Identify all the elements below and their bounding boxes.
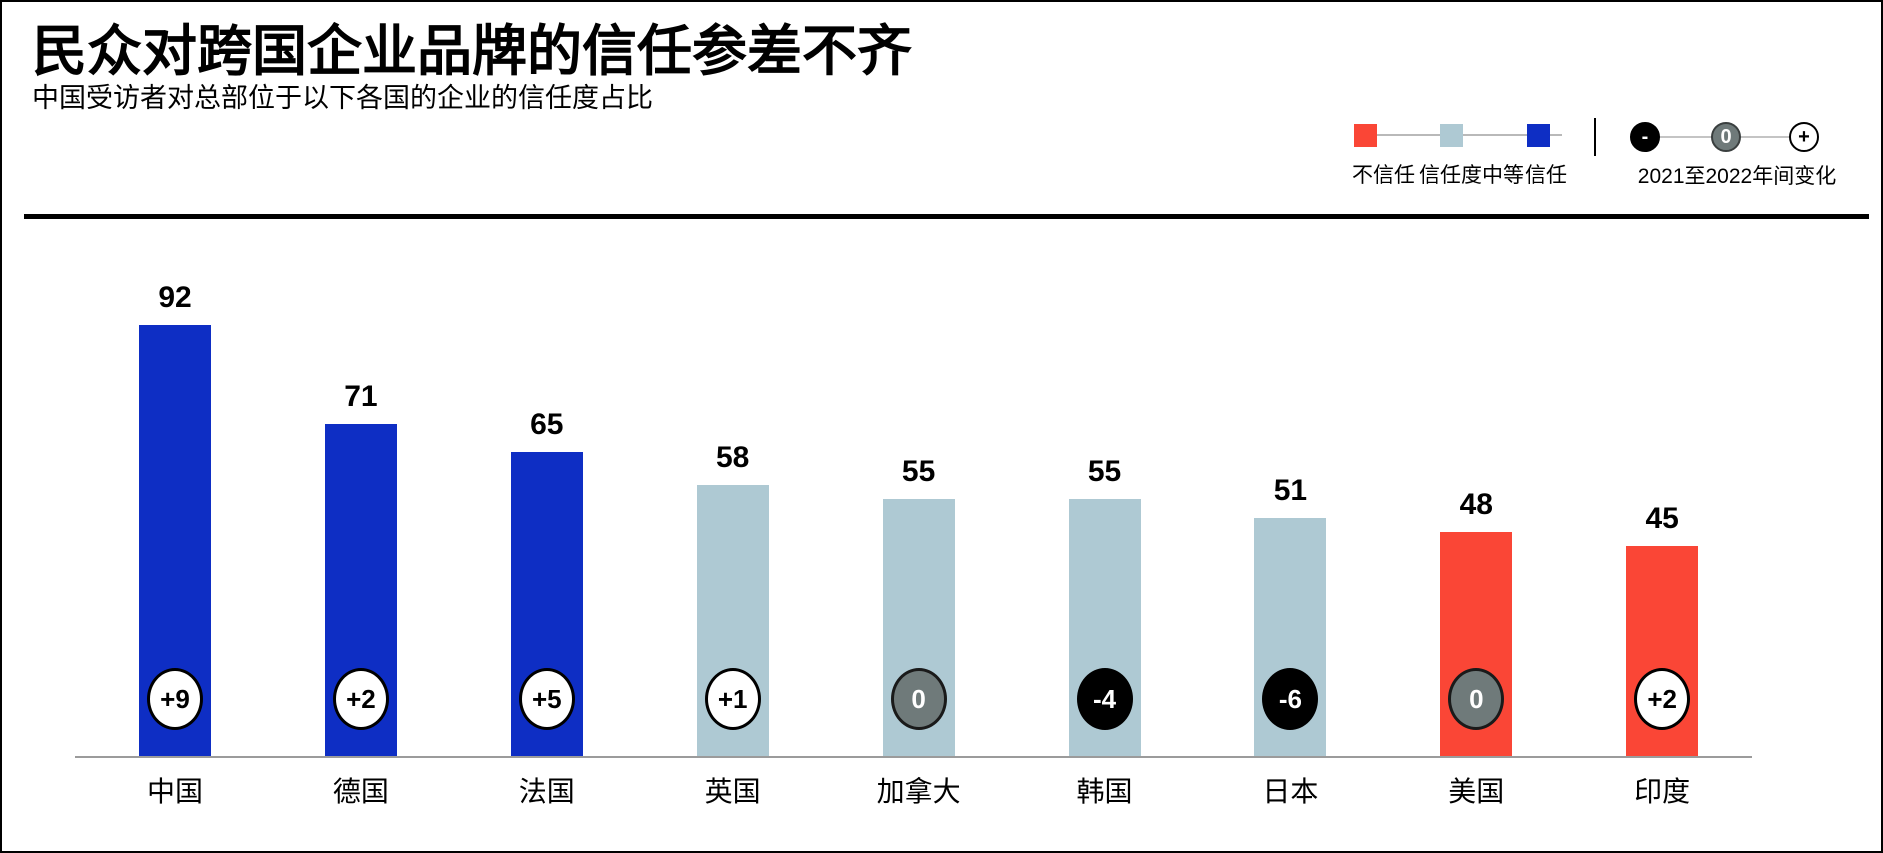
bar-value-label: 71: [344, 380, 378, 413]
bar-change-badge: +2: [332, 668, 389, 730]
legend-neutral-label: 信任度中等: [1419, 164, 1524, 187]
bar-change-badge: 0: [890, 668, 947, 730]
x-axis-category-label: 韩国: [1076, 776, 1133, 807]
bar-value-label: 65: [530, 408, 564, 441]
legend-distrust-label: 不信任: [1352, 164, 1415, 187]
x-axis-category-label: 美国: [1448, 776, 1505, 807]
bar-change-badge: +2: [1634, 668, 1691, 730]
bar-change-badge: -6: [1262, 668, 1319, 730]
bar-chart: 92 +9 71 +2 65 +5 58 +1 55 0 55 -4 51 -6 48 0 45 +2: [75, 2, 1752, 757]
x-axis-category-label: 中国: [146, 776, 203, 807]
bar-change-badge: +9: [147, 668, 203, 730]
bar-column: 65 +5: [454, 2, 640, 757]
legend-connector-line: [1365, 134, 1562, 136]
x-axis-category-label: 日本: [1262, 776, 1319, 807]
x-axis-labels: 中国 德国 法国 英国 加拿大 韩国 日本 美国 印度: [75, 770, 1752, 820]
bar-value-label: 45: [1645, 502, 1679, 535]
bar-value-label: 51: [1273, 474, 1308, 507]
legend-divider: [1594, 118, 1596, 156]
x-axis-category-label: 德国: [332, 776, 389, 807]
bar-value-label: 55: [901, 455, 936, 488]
x-axis-category-label: 法国: [518, 776, 575, 807]
bar-column: 45 +2: [1569, 2, 1755, 757]
bar-change-badge: -4: [1076, 668, 1133, 730]
legend-distrust-swatch-icon: [1354, 124, 1377, 147]
plus-circle-icon: +: [1789, 122, 1819, 152]
x-axis-category-label: 英国: [704, 776, 761, 807]
bar-value-label: 92: [158, 281, 192, 314]
x-axis-category-label: 印度: [1634, 776, 1691, 807]
zero-circle-icon: 0: [1711, 122, 1741, 152]
bar-column: 58 +1: [640, 2, 826, 757]
bar-value-label: 48: [1459, 488, 1493, 521]
bar-change-badge: +1: [704, 668, 761, 730]
header-divider-rule: [24, 214, 1869, 219]
bar-change-badge: +5: [518, 668, 575, 730]
trust-legend: 不信任 信任度中等 信任: [1342, 102, 1602, 192]
bar-value-label: 58: [716, 441, 750, 474]
bar-column: 71 +2: [268, 2, 454, 757]
legend-trust-label: 信任: [1525, 164, 1567, 187]
bar-column: 48 0: [1383, 2, 1569, 757]
bar-change-badge: 0: [1448, 668, 1505, 730]
bar-value-label: 55: [1087, 455, 1122, 488]
bar-column: 92 +9: [82, 2, 268, 757]
change-legend-label: 2021至2022年间变化: [1637, 165, 1837, 188]
bar-column: 55 -4: [1012, 2, 1198, 757]
page-subtitle: 中国受访者对总部位于以下各国的企业的信任度占比: [32, 83, 653, 113]
minus-circle-icon: -: [1630, 122, 1660, 152]
change-legend: - 0 + 2021至2022年间变化: [1617, 102, 1857, 192]
legend-trust-swatch-icon: [1527, 124, 1550, 147]
x-axis-category-label: 加拿大: [876, 776, 961, 807]
page-title: 民众对跨国企业品牌的信任参差不齐: [32, 20, 913, 82]
x-axis-line: [75, 756, 1752, 758]
bar-column: 51 -6: [1197, 2, 1383, 757]
bar-column: 55 0: [826, 2, 1012, 757]
legend-neutral-swatch-icon: [1440, 124, 1463, 147]
